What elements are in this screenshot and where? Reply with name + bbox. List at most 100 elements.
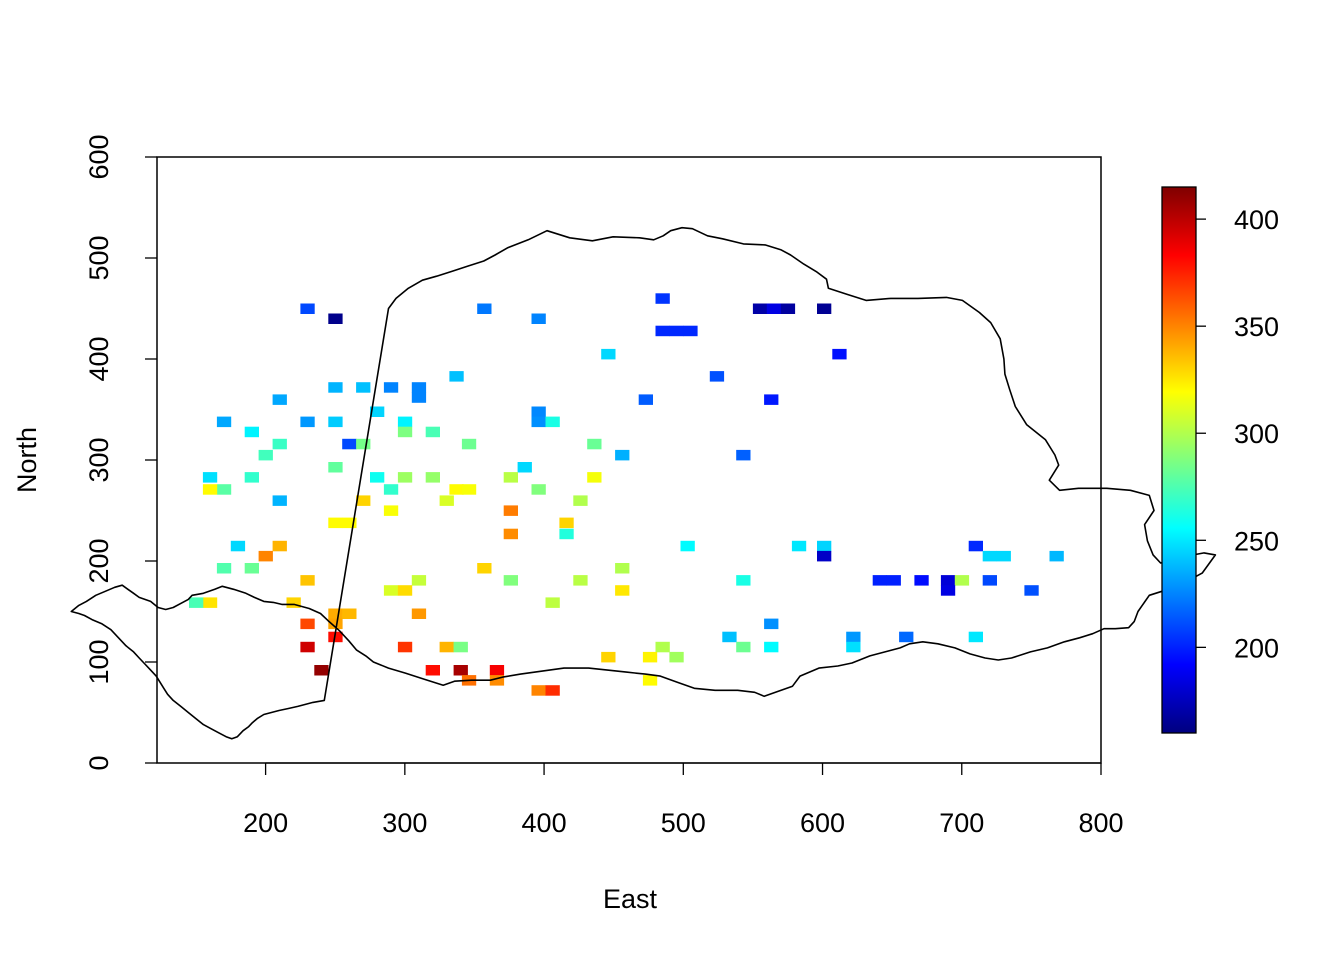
- heatmap-cell: [940, 575, 956, 586]
- heatmap-cell: [202, 484, 218, 495]
- y-tick-label: 400: [84, 336, 114, 381]
- y-tick-label: 100: [84, 639, 114, 684]
- heatmap-cell: [517, 462, 532, 473]
- heatmap-cell: [328, 608, 343, 619]
- heatmap-cell: [461, 438, 477, 450]
- heatmap-cell: [397, 472, 413, 483]
- heatmap-cell: [791, 540, 807, 552]
- heatmap-cell: [342, 438, 357, 450]
- y-tick-label: 200: [84, 538, 114, 583]
- heatmap-cell: [531, 685, 546, 696]
- heatmap-cell: [411, 608, 427, 619]
- heatmap-cell: [453, 665, 468, 676]
- heatmap-cell: [489, 665, 505, 676]
- heatmap-cell: [370, 472, 385, 483]
- colorbar-tick-label: 350: [1234, 312, 1279, 342]
- heatmap-cell: [342, 608, 357, 619]
- heatmap-cell: [968, 631, 983, 643]
- y-tick-label: 500: [84, 235, 114, 280]
- x-tick-label: 800: [1078, 808, 1123, 838]
- heatmap-cell: [300, 575, 315, 586]
- heatmap-cell: [216, 563, 232, 574]
- heatmap-cell: [545, 416, 560, 428]
- heatmap-cell: [286, 597, 301, 608]
- heatmap-cell: [615, 563, 630, 574]
- colorbar-frame: [1161, 186, 1197, 734]
- heatmap-cell: [272, 540, 287, 552]
- region-border: [70, 226, 1217, 740]
- heatmap-cell: [722, 631, 737, 643]
- colorbar-tick-label: 200: [1234, 633, 1279, 663]
- heatmap-cell: [300, 416, 315, 428]
- heatmap-cell: [397, 585, 413, 596]
- heatmap-cell: [411, 392, 427, 403]
- heatmap-cell: [397, 416, 413, 428]
- y-tick-label: 600: [84, 134, 114, 179]
- heatmap-cell: [615, 449, 630, 461]
- heatmap-cell: [587, 438, 602, 450]
- heatmap-cell: [425, 665, 440, 676]
- heatmap-cell: [559, 528, 574, 540]
- heatmap-cell: [752, 303, 768, 314]
- heatmap-cell: [655, 641, 670, 653]
- x-tick-label: 600: [800, 808, 845, 838]
- heatmap-cell: [411, 382, 427, 393]
- heatmap-cell: [655, 325, 670, 337]
- y-tick-label: 0: [84, 755, 114, 770]
- heatmap-cell: [669, 325, 684, 337]
- heatmap-cell: [503, 575, 518, 586]
- heatmap-cell: [328, 382, 343, 393]
- heatmap-cell: [272, 438, 287, 450]
- heatmap-cell: [503, 472, 518, 483]
- heatmap-cell: [846, 641, 861, 653]
- heatmap-cell: [439, 641, 454, 653]
- heatmap-cell: [272, 394, 287, 405]
- heatmap-cell: [587, 472, 602, 483]
- heatmap-cell: [669, 651, 684, 663]
- heatmap-cell: [766, 303, 782, 314]
- colorbar-tick-label: 300: [1234, 419, 1279, 449]
- heatmap-cell: [383, 505, 399, 516]
- heatmap-cell: [545, 685, 560, 696]
- heatmap-cell: [300, 641, 315, 653]
- heatmap-cell: [328, 313, 343, 324]
- heatmap-cell: [383, 585, 399, 596]
- heatmap-cell: [439, 495, 454, 506]
- heatmap-cell: [328, 462, 343, 473]
- heatmap-cell: [764, 618, 779, 630]
- heatmap-cell: [601, 651, 616, 663]
- heatmap-cell: [300, 303, 315, 314]
- x-tick-label: 200: [243, 808, 288, 838]
- heatmap-cell: [780, 303, 796, 314]
- heatmap-cell: [230, 540, 246, 552]
- heatmap-cell: [683, 325, 698, 337]
- y-axis: 0 100 200 300 400 500 600: [84, 134, 157, 771]
- heatmap-cell: [328, 517, 343, 529]
- heatmap-cell: [559, 517, 574, 529]
- heatmap-cell: [531, 313, 546, 324]
- colorbar-tick-label: 250: [1234, 526, 1279, 556]
- heatmap-cell: [996, 550, 1011, 562]
- heatmap-cell: [954, 575, 970, 586]
- heatmap-cell: [397, 641, 413, 653]
- heatmap-cell: [449, 484, 464, 495]
- heatmap-cell: [244, 426, 259, 438]
- heatmap-cell: [817, 540, 832, 552]
- heatmap-cell: [736, 575, 751, 586]
- heatmap-cell: [411, 575, 427, 586]
- heatmap-cell: [328, 416, 343, 428]
- heatmap-cell: [872, 575, 887, 586]
- x-tick-label: 400: [522, 808, 567, 838]
- heatmap-cell: [300, 618, 315, 630]
- heatmap-cell: [531, 406, 546, 417]
- colorbar-scale: [1162, 187, 1196, 733]
- heatmap-cell: [615, 585, 630, 596]
- colorbar: 200 250 300 350 400: [1161, 186, 1279, 734]
- heatmap-cell: [216, 484, 232, 495]
- heatmap-cell: [244, 472, 259, 483]
- heatmap-cell: [736, 641, 751, 653]
- heatmap-cell: [258, 449, 273, 461]
- x-axis: 200 300 400 500 600 700 800: [243, 762, 1124, 838]
- x-tick-label: 500: [661, 808, 706, 838]
